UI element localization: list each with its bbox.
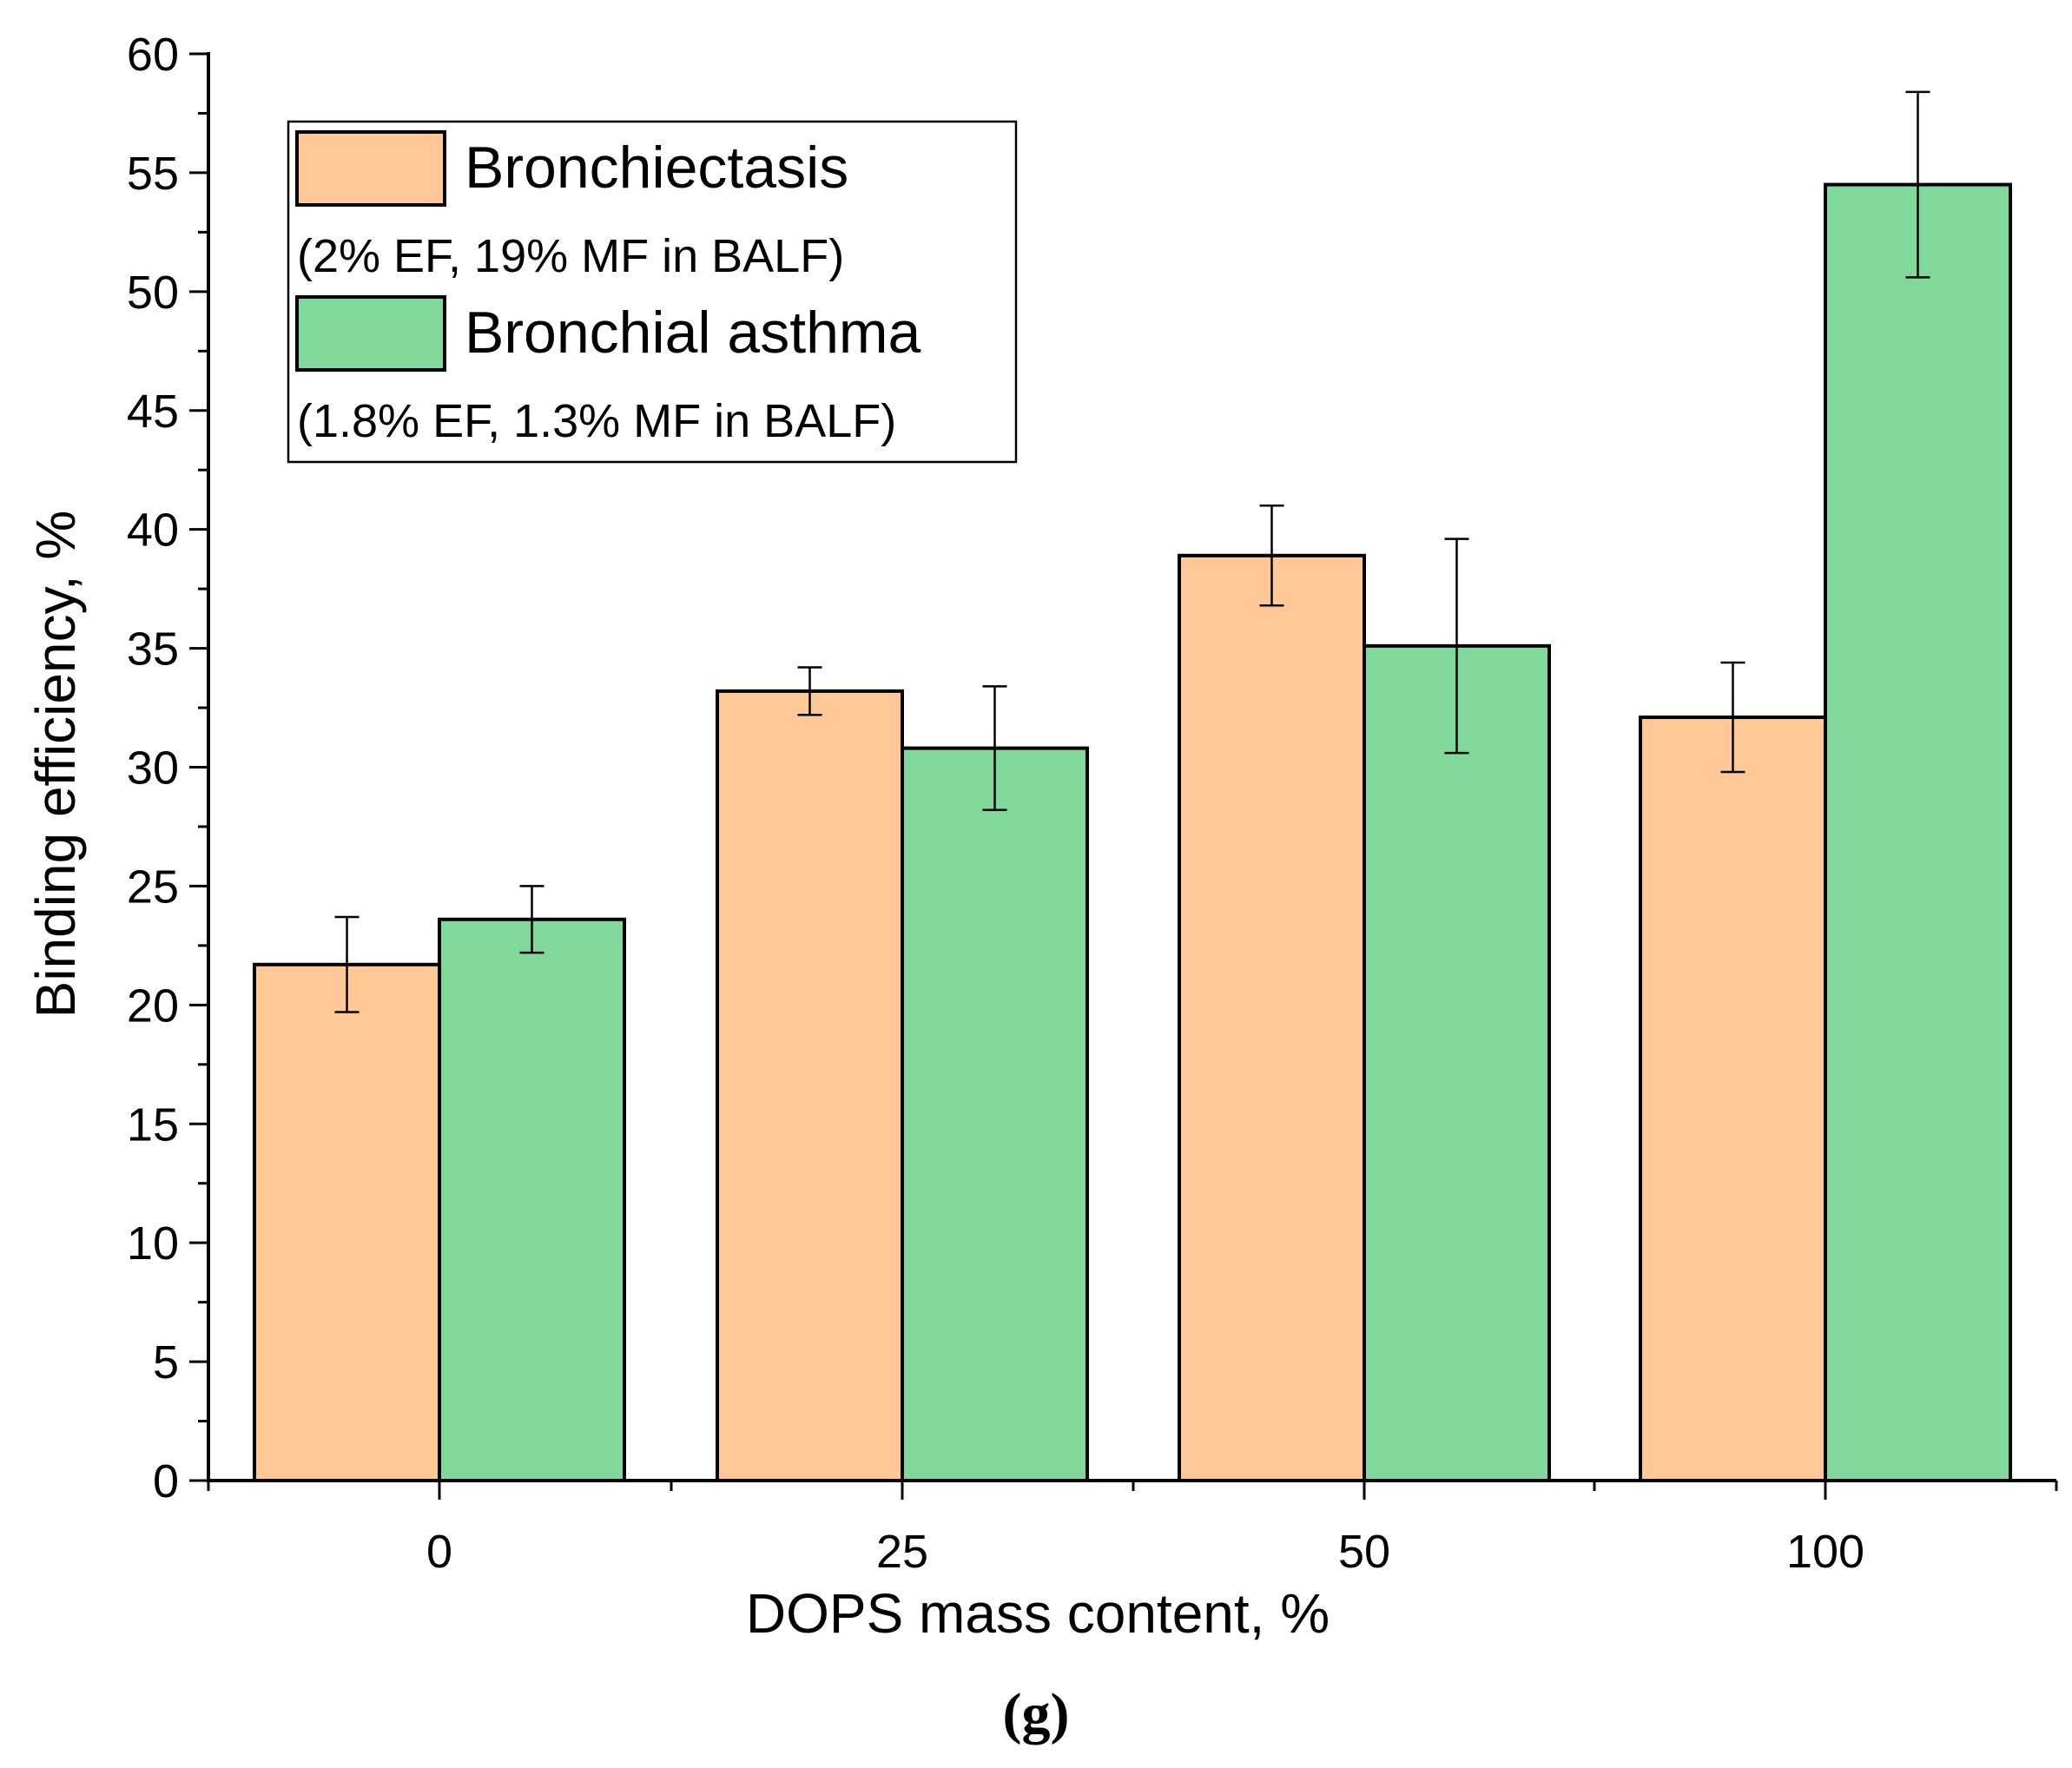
legend-swatch-bronchial-asthma bbox=[295, 295, 446, 372]
y-axis-title: Binding efficiency, % bbox=[24, 511, 87, 1019]
y-tick-label-10: 10 bbox=[127, 1217, 179, 1270]
x-tick-label-100: 100 bbox=[1786, 1526, 1864, 1578]
bars-layer bbox=[253, 182, 2012, 1483]
y-tick-label-45: 45 bbox=[127, 386, 179, 438]
bar-bronchial-asthma-50 bbox=[1363, 643, 1551, 1482]
bar-bronchiectasis-100 bbox=[1639, 715, 1827, 1482]
axes-layer: 0 5 10 15 20 25 30 35 40 45 50 55 60 0 25 50 100 bbox=[127, 29, 2058, 1578]
legend-note-bronchial-asthma: (1.8% EF, 1.3% MF in BALF) bbox=[297, 395, 896, 447]
bar-bronchial-asthma-100 bbox=[1824, 182, 2012, 1483]
error-bar-bronchiectasis-0 bbox=[334, 915, 360, 1013]
bar-bronchiectasis-50 bbox=[1178, 553, 1366, 1482]
y-tick-label-50: 50 bbox=[127, 267, 179, 319]
bar-bronchiectasis-0 bbox=[253, 962, 441, 1482]
error-bar-bronchiectasis-50 bbox=[1259, 505, 1284, 607]
y-tick-label-25: 25 bbox=[127, 861, 179, 913]
y-tick-label-55: 55 bbox=[127, 148, 179, 200]
bar-bronchial-asthma-25 bbox=[901, 746, 1089, 1482]
legend-swatch-bronchiectasis bbox=[295, 130, 446, 207]
bar-bronchiectasis-25 bbox=[716, 689, 904, 1482]
legend-label-bronchial-asthma: Bronchial asthma bbox=[465, 300, 921, 366]
legend-note-bronchiectasis: (2% EF, 19% MF in BALF) bbox=[297, 230, 844, 282]
error-bars-layer bbox=[334, 90, 1930, 1013]
error-bar-bronchial-asthma-0 bbox=[519, 885, 544, 954]
error-bar-bronchiectasis-100 bbox=[1720, 661, 1745, 774]
bar-bronchial-asthma-0 bbox=[438, 917, 626, 1482]
panel-label: (g) bbox=[1003, 1682, 1070, 1745]
y-tick-label-5: 5 bbox=[153, 1336, 179, 1389]
error-bar-bronchiectasis-25 bbox=[797, 666, 822, 716]
error-bar-bronchial-asthma-50 bbox=[1444, 538, 1469, 755]
x-axis-title: DOPS mass content, % bbox=[746, 1582, 1330, 1645]
legend-label-bronchiectasis: Bronchiectasis bbox=[465, 135, 848, 201]
legend: Bronchiectasis (2% EF, 19% MF in BALF) B… bbox=[287, 120, 1018, 464]
error-bar-bronchial-asthma-25 bbox=[982, 685, 1007, 812]
y-tick-label-35: 35 bbox=[127, 623, 179, 676]
error-bar-bronchial-asthma-100 bbox=[1905, 90, 1930, 279]
x-tick-label-25: 25 bbox=[876, 1526, 928, 1578]
y-tick-label-20: 20 bbox=[127, 980, 179, 1032]
y-tick-label-40: 40 bbox=[127, 505, 179, 557]
x-tick-label-0: 0 bbox=[426, 1526, 452, 1578]
y-tick-label-30: 30 bbox=[127, 742, 179, 795]
x-tick-label-50: 50 bbox=[1338, 1526, 1390, 1578]
y-tick-label-60: 60 bbox=[127, 29, 179, 81]
y-tick-label-0: 0 bbox=[153, 1455, 179, 1507]
y-tick-label-15: 15 bbox=[127, 1098, 179, 1151]
